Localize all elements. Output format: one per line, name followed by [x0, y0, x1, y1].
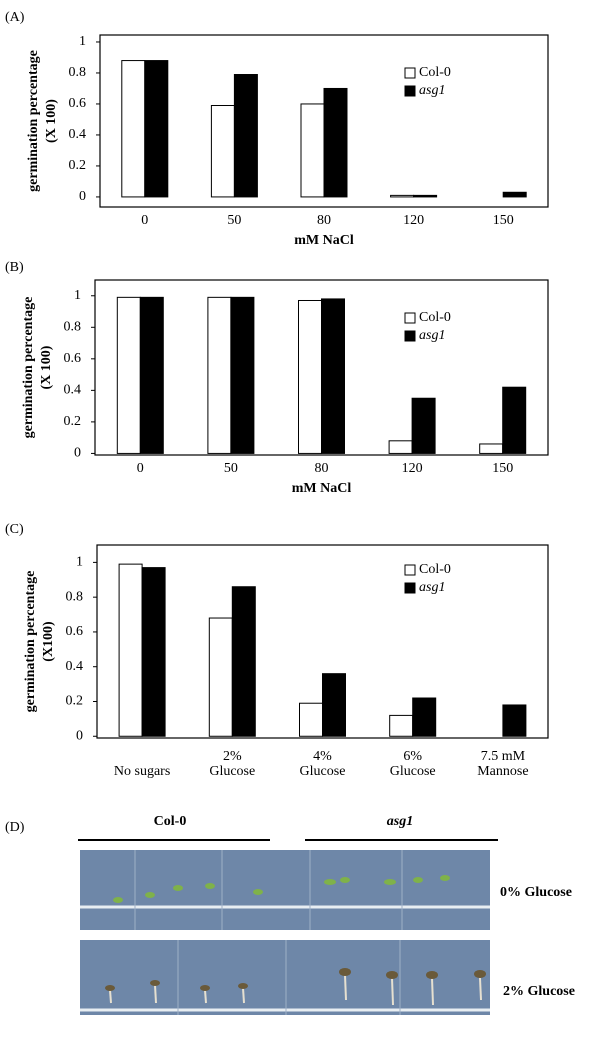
x-tick-label: 150: [493, 213, 514, 228]
x-tick-label: Mannose: [477, 764, 528, 779]
x-tick-label: Glucose: [390, 764, 436, 779]
x-axis-label: mM NaCl: [292, 481, 352, 496]
plot-frame: [94, 279, 549, 456]
x-tick-label: 4%: [313, 749, 332, 764]
legend-label: Col-0: [419, 65, 451, 80]
x-tick-label: 80: [317, 213, 331, 228]
panel-label: (B): [5, 260, 24, 275]
bar: [230, 296, 255, 454]
y-axis-label: germination percentage: [23, 571, 38, 713]
legend-swatch: [404, 330, 416, 342]
panel-label: (D): [5, 820, 25, 835]
x-tick-label: 6%: [403, 749, 422, 764]
bar: [413, 194, 438, 198]
bar: [411, 397, 436, 454]
legend-label: Col-0: [419, 310, 451, 325]
x-tick-label: 7.5 mM: [481, 749, 526, 764]
bar: [479, 443, 504, 454]
bar: [139, 296, 164, 454]
y-tick-label: 0.4: [69, 127, 87, 142]
bar: [389, 714, 414, 737]
bar: [141, 567, 166, 737]
bar: [388, 440, 413, 454]
y-tick-label: 0.2: [69, 158, 87, 173]
y-tick-label: 0.4: [64, 383, 82, 398]
bar: [300, 103, 325, 198]
y-tick-label: 0: [74, 446, 81, 461]
x-tick-label: Glucose: [209, 764, 255, 779]
photo: [80, 940, 490, 1015]
bar: [210, 105, 235, 198]
bar: [321, 298, 345, 454]
row-label: 2% Glucose: [503, 984, 575, 999]
legend-label: asg1: [419, 580, 445, 595]
legend-swatch: [404, 582, 416, 594]
y-tick-label: 1: [76, 555, 83, 570]
legend-swatch: [404, 564, 416, 576]
legend-label: asg1: [419, 328, 445, 343]
plot-frame: [96, 544, 549, 739]
y-tick-label: 1: [74, 288, 81, 303]
x-tick-label: 0: [137, 461, 144, 476]
legend-swatch: [404, 312, 416, 324]
bar: [233, 74, 258, 198]
y-tick-label: 0.6: [64, 351, 82, 366]
bar: [208, 617, 233, 737]
y-tick-label: 1: [79, 34, 86, 49]
bar: [502, 386, 527, 454]
y-tick-label: 0: [76, 728, 83, 743]
x-tick-label: 150: [492, 461, 513, 476]
bar: [298, 299, 322, 454]
y-tick-label: 0: [79, 189, 86, 204]
bar: [207, 296, 232, 454]
x-tick-label: 80: [315, 461, 329, 476]
legend-swatch: [404, 85, 416, 97]
legend-label: asg1: [419, 83, 445, 98]
row-label: 0% Glucose: [500, 885, 572, 900]
photo: [80, 850, 490, 930]
x-axis-label: mM NaCl: [294, 233, 354, 248]
bar: [121, 60, 146, 198]
y-tick-label: 0.4: [66, 659, 84, 674]
x-tick-label: 120: [403, 213, 424, 228]
legend-label: Col-0: [419, 562, 451, 577]
bar: [144, 60, 169, 198]
genotype-label: Col-0: [154, 814, 187, 829]
bar: [118, 563, 143, 737]
bar: [412, 697, 437, 737]
x-tick-label: 0: [141, 213, 148, 228]
y-tick-label: 0.8: [64, 320, 82, 335]
bar: [231, 586, 256, 737]
bar: [116, 296, 141, 454]
legend-swatch: [404, 67, 416, 79]
bar: [502, 191, 527, 198]
y-tick-label: 0.6: [69, 96, 87, 111]
x-tick-label: 120: [402, 461, 423, 476]
genotype-label: asg1: [387, 814, 413, 829]
bar: [322, 673, 346, 737]
y-tick-label: 0.8: [66, 589, 84, 604]
bar: [390, 194, 415, 198]
x-tick-label: 2%: [223, 749, 242, 764]
y-axis-label: germination percentage: [21, 297, 36, 439]
x-tick-label: 50: [227, 213, 241, 228]
panel-label: (A): [5, 10, 25, 25]
y-axis-label: (X 100): [39, 345, 54, 389]
bar: [323, 87, 348, 198]
x-tick-label: No sugars: [114, 764, 170, 779]
plot-frame: [99, 34, 549, 208]
bar: [299, 702, 323, 737]
y-tick-label: 0.2: [66, 694, 84, 709]
y-axis-label: (X100): [41, 621, 56, 662]
bar: [502, 704, 527, 737]
y-tick-label: 0.8: [69, 65, 87, 80]
y-axis-label: (X 100): [44, 99, 59, 143]
y-tick-label: 0.6: [66, 624, 84, 639]
panel-label: (C): [5, 522, 24, 537]
y-axis-label: germination percentage: [26, 50, 41, 192]
y-tick-label: 0.2: [64, 414, 82, 429]
x-tick-label: 50: [224, 461, 238, 476]
x-tick-label: Glucose: [300, 764, 346, 779]
